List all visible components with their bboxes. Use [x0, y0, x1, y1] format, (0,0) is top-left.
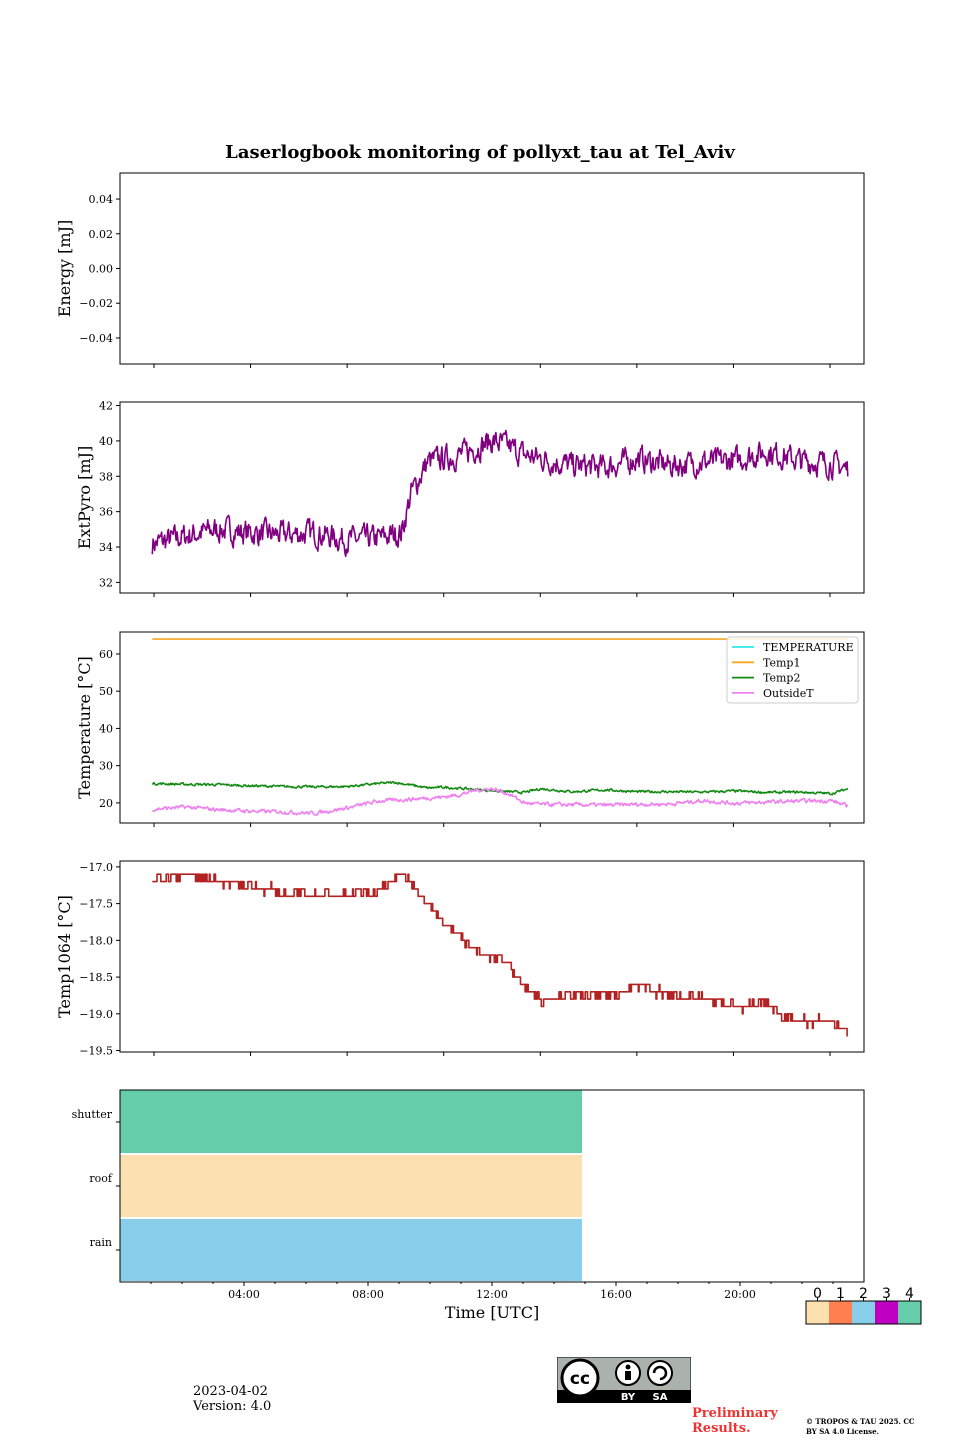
colorbar-cell-1 [829, 1301, 852, 1324]
status-xtick-label: 04:00 [228, 1288, 260, 1301]
temperature-series-temp2 [151, 781, 849, 796]
colorbar-tick-label: 1 [836, 1286, 845, 1302]
energy-axes-frame [119, 172, 865, 365]
temperature-series-outsidet [152, 787, 849, 816]
panel-energy: 0.04 0.02 0.00 −0.02 −0.04 Energy [mJ] [55, 172, 865, 368]
colorbar-tick-label: 2 [859, 1286, 868, 1302]
colorbar-tick-label: 4 [905, 1286, 914, 1302]
temp1064-ytick-label: −18.0 [79, 934, 113, 947]
colorbar-cell-2 [852, 1301, 875, 1324]
panel-status: shutter roof rain 04:00 08:00 12:00 16:00 20:00… [72, 1089, 865, 1322]
colorbar-tick-label: 0 [813, 1286, 822, 1302]
colorbar-frame [805, 1300, 922, 1325]
colorbar-cell-3 [875, 1301, 898, 1324]
status-bar-shutter [120, 1090, 582, 1153]
colorbar-cell-4 [898, 1301, 921, 1324]
cc-by-sa-badge: cc BY SA [556, 1356, 692, 1404]
energy-ytick-label: 0.02 [89, 228, 114, 241]
temp1064-ylabel: Temp1064 [°C] [55, 895, 74, 1018]
svg-text:cc: cc [570, 1369, 590, 1389]
footer-date: 2023-04-02 [193, 1384, 268, 1399]
energy-ytick-label: 0.00 [89, 263, 114, 276]
temp1064-ytick-label: −17.5 [79, 898, 113, 911]
legend-box [726, 636, 859, 704]
temperature-ytick-label: 20 [99, 797, 113, 810]
panel-temperature: 20 30 40 50 60 Temperature [°C] TEMPERATURE Tem… [75, 631, 865, 827]
extpyro-ytick-label: 32 [99, 576, 113, 589]
temperature-ylabel: Temperature [°C] [75, 656, 94, 799]
panel-temp1064: −17.0 −17.5 −18.0 −18.5 −19.0 −19.5 Temp1064 [… [55, 860, 865, 1058]
temp1064-ytick-label: −17.0 [79, 861, 113, 874]
status-xtick-label: 20:00 [724, 1288, 756, 1301]
badge-by-label: BY [621, 1392, 636, 1403]
legend-label-temp1: Temp1 [763, 656, 800, 669]
extpyro-ytick-label: 34 [99, 541, 113, 554]
figure-title: Laserlogbook monitoring of pollyxt_tau a… [225, 142, 735, 163]
status-xtick-label: 08:00 [352, 1288, 384, 1301]
status-bar-roof [120, 1155, 582, 1217]
temperature-legend: TEMPERATURE Temp1 Temp2 OutsideT [726, 636, 859, 704]
temperature-ytick-label: 50 [99, 685, 113, 698]
extpyro-plot-area [151, 429, 849, 558]
legend-label-temp2: Temp2 [763, 672, 800, 685]
energy-ytick-label: −0.04 [79, 332, 113, 345]
temp1064-ytick-label: −19.5 [79, 1045, 113, 1058]
extpyro-ytick-label: 36 [99, 506, 113, 519]
status-xtick-label: 12:00 [476, 1288, 508, 1301]
temp1064-ytick-label: −19.0 [79, 1008, 113, 1021]
extpyro-ytick-label: 40 [99, 435, 113, 448]
status-row-label-roof: roof [89, 1172, 113, 1185]
legend-label-temperature: TEMPERATURE [763, 641, 854, 654]
temperature-ytick-label: 60 [99, 648, 113, 661]
energy-ytick-label: 0.04 [89, 193, 114, 206]
status-row-label-rain: rain [90, 1236, 112, 1249]
temp1064-axes-frame [119, 860, 865, 1053]
extpyro-series-0 [151, 429, 849, 558]
preliminary-note: Preliminary Results. [692, 1406, 778, 1436]
panel-extpyro: 32 34 36 38 40 42 ExtPyro [mJ] [75, 400, 865, 597]
status-xlabel: Time [UTC] [445, 1303, 539, 1322]
badge-sa-label: SA [653, 1392, 668, 1403]
temp1064-plot-area [152, 873, 848, 1037]
footer-info: 2023-04-02 Version: 4.0 [193, 1384, 271, 1414]
status-xtick-label: 16:00 [600, 1288, 632, 1301]
energy-ytick-label: −0.02 [79, 297, 113, 310]
temp1064-series-0 [152, 873, 848, 1037]
status-bar-rain [120, 1219, 582, 1281]
copyright-note: © TROPOS & TAU 2025. CC BY SA 4.0 Licens… [806, 1417, 915, 1436]
temp1064-ytick-label: −18.5 [79, 971, 113, 984]
extpyro-ytick-label: 42 [99, 400, 113, 413]
temperature-axes-frame [119, 631, 865, 824]
footer-version: Version: 4.0 [193, 1399, 272, 1414]
energy-ylabel: Energy [mJ] [55, 220, 74, 318]
legend-label-outsidet: OutsideT [763, 687, 814, 700]
status-row-label-shutter: shutter [72, 1108, 113, 1121]
extpyro-axes-frame [119, 401, 865, 594]
colorbar-tick-label: 3 [882, 1286, 891, 1302]
extpyro-ylabel: ExtPyro [mJ] [75, 446, 94, 549]
extpyro-ytick-label: 38 [99, 470, 113, 483]
colorbar-cell-0 [806, 1301, 829, 1324]
temperature-ytick-label: 30 [99, 760, 113, 773]
temperature-ytick-label: 40 [99, 722, 113, 735]
